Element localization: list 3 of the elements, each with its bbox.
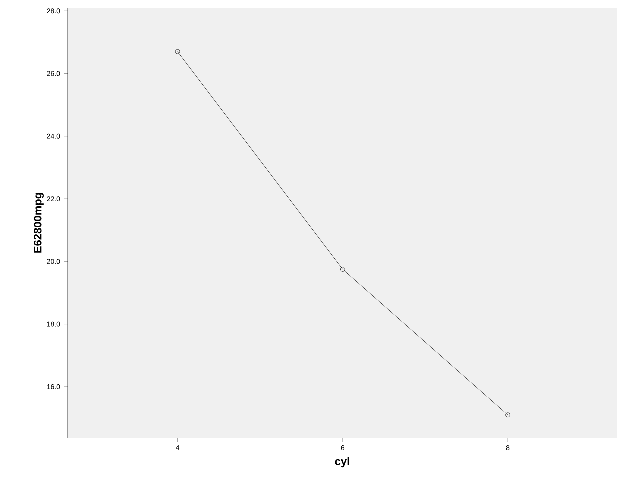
x-axis-title: cyl [335, 457, 350, 468]
point [340, 267, 346, 272]
y-axis-title: E62800mpg [34, 193, 44, 253]
